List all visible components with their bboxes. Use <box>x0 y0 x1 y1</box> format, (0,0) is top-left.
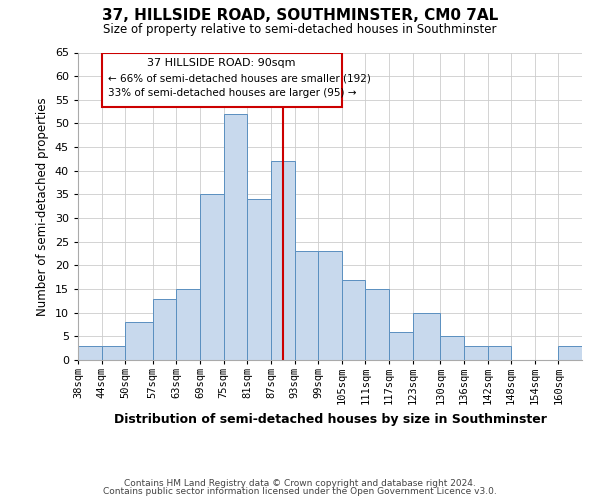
Bar <box>176 289 200 360</box>
Bar <box>440 336 464 360</box>
Bar <box>295 251 318 360</box>
Bar <box>247 199 271 360</box>
Bar <box>365 289 389 360</box>
Bar <box>464 346 487 360</box>
Text: Contains public sector information licensed under the Open Government Licence v3: Contains public sector information licen… <box>103 487 497 496</box>
Bar <box>342 280 365 360</box>
Bar <box>487 346 511 360</box>
Bar <box>559 346 582 360</box>
Bar <box>78 346 101 360</box>
Text: Contains HM Land Registry data © Crown copyright and database right 2024.: Contains HM Land Registry data © Crown c… <box>124 478 476 488</box>
Bar <box>101 346 125 360</box>
Y-axis label: Number of semi-detached properties: Number of semi-detached properties <box>36 97 49 316</box>
Text: 33% of semi-detached houses are larger (95) →: 33% of semi-detached houses are larger (… <box>107 88 356 98</box>
Bar <box>389 332 413 360</box>
Bar <box>200 194 224 360</box>
Text: ← 66% of semi-detached houses are smaller (192): ← 66% of semi-detached houses are smalle… <box>107 74 370 84</box>
Bar <box>224 114 247 360</box>
Bar <box>125 322 153 360</box>
Bar <box>153 298 176 360</box>
Text: 37 HILLSIDE ROAD: 90sqm: 37 HILLSIDE ROAD: 90sqm <box>148 58 296 68</box>
Bar <box>101 52 342 107</box>
Text: Size of property relative to semi-detached houses in Southminster: Size of property relative to semi-detach… <box>103 22 497 36</box>
Bar <box>271 162 295 360</box>
X-axis label: Distribution of semi-detached houses by size in Southminster: Distribution of semi-detached houses by … <box>113 413 547 426</box>
Bar <box>413 312 440 360</box>
Bar <box>318 251 342 360</box>
Text: 37, HILLSIDE ROAD, SOUTHMINSTER, CM0 7AL: 37, HILLSIDE ROAD, SOUTHMINSTER, CM0 7AL <box>102 8 498 22</box>
